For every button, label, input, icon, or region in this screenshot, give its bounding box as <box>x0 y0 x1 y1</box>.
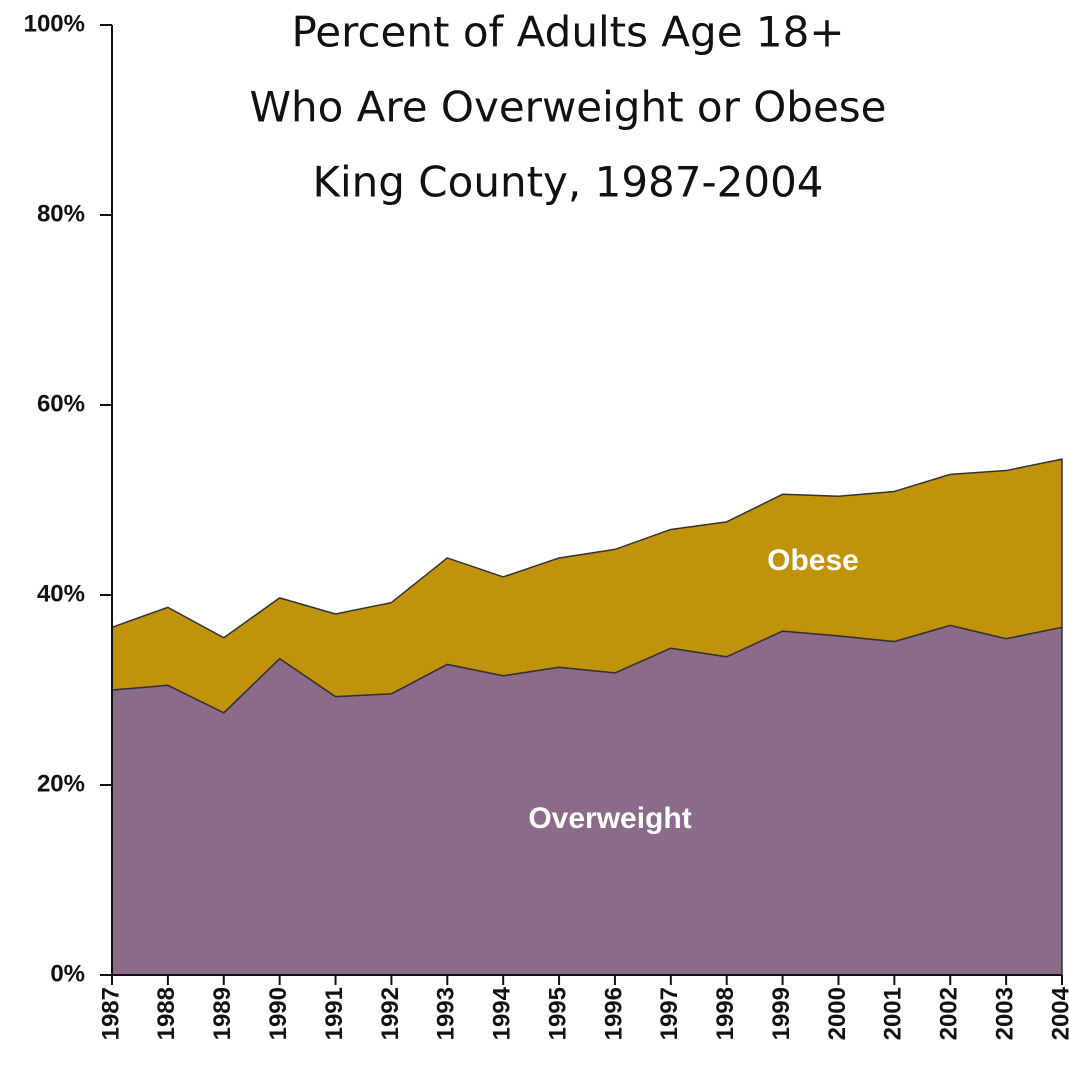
x-tick-label: 2004 <box>1047 986 1069 1040</box>
x-tick-label: 2003 <box>991 987 1018 1040</box>
chart-title: Percent of Adults Age 18+ <box>291 8 844 57</box>
x-tick-label: 1997 <box>656 987 683 1040</box>
x-tick-label: 1989 <box>209 987 236 1040</box>
series-label: Obese <box>767 544 859 577</box>
y-tick-label: 60% <box>37 390 85 417</box>
chart-title: Who Are Overweight or Obese <box>249 83 886 132</box>
y-tick-label: 0% <box>50 960 85 987</box>
x-tick-label: 2002 <box>936 987 963 1040</box>
x-tick-label: 1990 <box>265 987 292 1040</box>
y-tick-label: 20% <box>37 770 85 797</box>
x-tick-label: 1987 <box>97 987 124 1040</box>
x-tick-label: 2001 <box>880 987 907 1040</box>
x-tick-label: 1996 <box>600 987 627 1040</box>
x-tick-label: 1999 <box>768 987 795 1040</box>
x-tick-label: 1994 <box>489 986 516 1040</box>
chart-title: King County, 1987-2004 <box>312 158 823 207</box>
x-tick-label: 1992 <box>377 987 404 1040</box>
series-label: Overweight <box>528 802 691 835</box>
x-tick-label: 1998 <box>712 987 739 1040</box>
area <box>111 458 1063 714</box>
y-tick-label: 80% <box>37 200 85 227</box>
y-tick-label: 100% <box>24 10 85 37</box>
x-tick-label: 1988 <box>153 987 180 1040</box>
x-tick-label: 2000 <box>824 987 851 1040</box>
x-tick-label: 1995 <box>544 987 571 1040</box>
x-tick-label: 1991 <box>321 987 348 1040</box>
y-tick-label: 40% <box>37 580 85 607</box>
x-tick-label: 1993 <box>433 987 460 1040</box>
